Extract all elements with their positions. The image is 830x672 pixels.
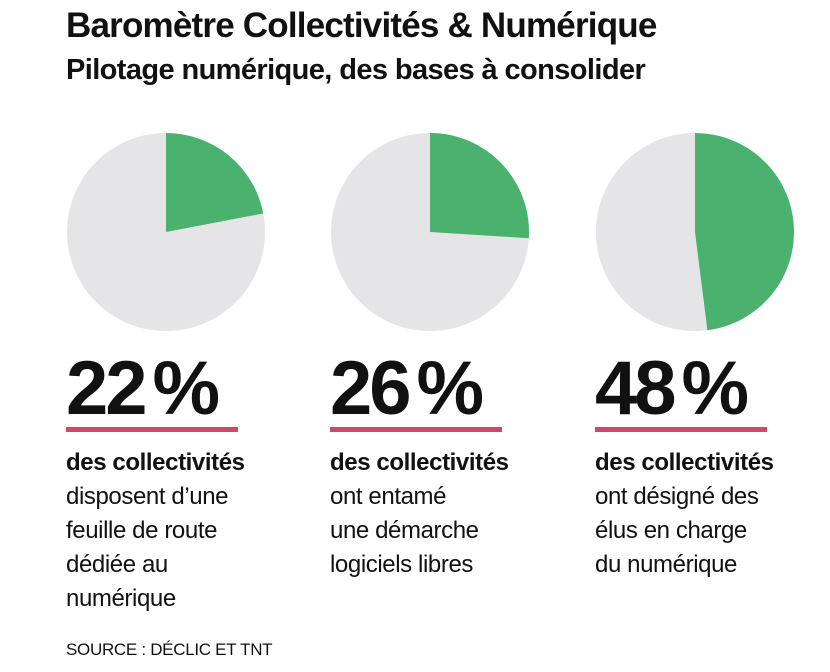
percent-value: 22% [66,351,306,427]
description-line: ont entamé [330,483,447,510]
description-bold: des collectivités [595,449,774,476]
description-line: numérique [66,585,176,612]
underline-rule [595,427,767,432]
description-line: du numérique [595,551,737,578]
percent-sign: % [152,346,221,431]
percent-number: 26 [330,346,412,431]
description-line: ont désigné des [595,483,759,510]
stat-description: des collectivités ont entamé une démarch… [330,446,570,582]
description-bold: des collectivités [66,449,245,476]
stat-description: des collectivités ont désigné des élus e… [595,446,830,582]
pie-slice-value [695,133,795,331]
description-line: logiciels libres [330,551,473,578]
percent-value: 26% [330,351,570,427]
stat-card-free-software: 26% des collectivités ont entamé une dém… [330,132,570,582]
pie-chart-roadmap [67,133,265,331]
description-line: dédiée au [66,551,168,578]
percent-sign: % [681,346,750,431]
stat-card-roadmap: 22% des collectivités disposent d’une fe… [66,132,306,616]
page-subtitle: Pilotage numérique, des bases à consolid… [66,54,646,86]
description-bold: des collectivités [330,449,509,476]
description-line: une démarche [330,517,479,544]
description-line: disposent d’une [66,483,229,510]
description-line: feuille de route [66,517,218,544]
percent-sign: % [416,346,485,431]
pie-chart-elected-officials [596,133,795,331]
page-title: Baromètre Collectivités & Numérique [66,6,657,45]
percent-value: 48% [595,351,830,427]
source-note: SOURCE : DÉCLIC ET TNT [66,640,273,659]
underline-rule [330,427,502,432]
pie-slice-value [166,133,264,232]
percent-number: 22 [66,346,148,431]
stat-description: des collectivités disposent d’une feuill… [66,446,306,616]
stat-card-elected-officials: 48% des collectivités ont désigné des él… [595,132,830,582]
pie-slice-value [430,133,529,239]
underline-rule [66,427,238,432]
pie-chart-free-software [331,133,529,331]
description-line: élus en charge [595,517,747,544]
percent-number: 48 [595,346,677,431]
